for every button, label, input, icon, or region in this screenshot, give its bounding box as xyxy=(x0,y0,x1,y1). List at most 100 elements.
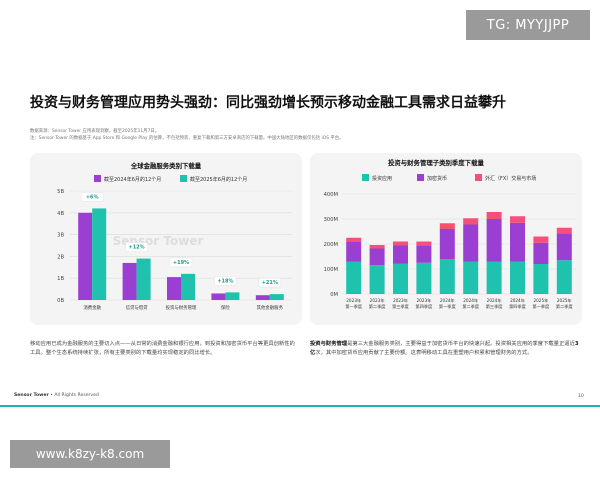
watermark-bottom: www.k8zy-k8.com xyxy=(10,440,170,468)
chart2-bar-segment xyxy=(416,241,432,246)
chart2-ytick: 300M xyxy=(324,217,338,223)
chart1-data-label-box xyxy=(125,242,148,252)
chart2-xtick-quarter: 第四季度 xyxy=(416,303,434,310)
chart1-ytick: 0B xyxy=(57,298,64,304)
chart2-bar-segment xyxy=(416,245,432,263)
chart1-ytick: 5B xyxy=(57,189,64,195)
chart-card-global-downloads: 全球金融服务类别下载量 截至2024年6月的12个月 截至2025年6月的12个月 S… xyxy=(30,153,302,325)
paragraph-right: 投资与财务管理是第三大金融服务类别，主要得益于加密货币平台的快速兴起。投资相关应… xyxy=(310,340,582,358)
chart1-bar xyxy=(255,295,270,300)
chart1-data-label: +18% xyxy=(217,278,233,284)
chart2-bar-segment xyxy=(486,219,502,262)
chart2-xtick-quarter: 第二季度 xyxy=(556,303,574,310)
chart2-legend-label: 外汇（FX）交易与市场 xyxy=(485,175,536,182)
paragraph-right-text2: 次，其中加密货币应用贡献了主要份额。这表明移动工具在重塑用户积累和管理财务的方式… xyxy=(315,350,533,356)
chart1-data-label: +21% xyxy=(262,280,278,286)
chart2-bar-segment xyxy=(556,227,572,234)
chart2-bar-segment xyxy=(463,224,479,262)
chart2-bar-segment xyxy=(439,259,455,294)
chart2-bar-segment xyxy=(533,264,549,294)
chart2-xtick-quarter: 第一季度 xyxy=(345,303,363,310)
chart2-bar-segment xyxy=(556,233,572,261)
paragraph-right-bold-lead: 投资与财务管理 xyxy=(310,341,348,347)
chart2-xtick-quarter: 第二季度 xyxy=(369,303,387,310)
chart2-xtick-year: 2024年 xyxy=(510,297,525,304)
page-title: 投资与财务管理应用势头强劲：同比强劲增长预示移动金融工具需求日益攀升 xyxy=(30,95,506,111)
chart2-bar-segment xyxy=(510,261,525,294)
chart2-bar-segment xyxy=(439,229,455,259)
chart2-xtick-year: 2025年 xyxy=(557,297,572,304)
chart2-title: 投资与财务管理子类别季度下载量 xyxy=(388,158,484,167)
chart1-xtick: 保险 xyxy=(221,304,230,311)
chart2-bar-segment xyxy=(369,245,385,249)
chart-card-quarterly-downloads: 投资与财务管理子类别季度下载量 投资应用 加密货币 外汇（FX）交易与市场 0M 100M… xyxy=(310,153,582,325)
chart1-legend-swatch xyxy=(180,175,187,182)
chart2-bar-segment xyxy=(439,223,455,229)
chart2-bar-segment xyxy=(486,261,502,294)
chart2-ytick: 200M xyxy=(324,242,338,248)
chart2-bar-segment xyxy=(393,241,408,246)
paragraph-right-bold-mid: 3亿 xyxy=(310,341,579,356)
chart2-bar-segment xyxy=(393,263,408,294)
chart2-ytick: 400M xyxy=(324,192,338,198)
source-note-line2: 注：Sensor Tower 的数据基于 App Store 和 Google … xyxy=(30,136,344,141)
chart2-legend-swatch xyxy=(362,174,369,181)
chart2-bar-segment xyxy=(533,242,549,264)
chart1-legend-label: 截至2025年6月的12个月 xyxy=(190,176,247,183)
chart1-ytick: 1B xyxy=(57,276,64,282)
page-number: 10 xyxy=(578,394,584,399)
chart1-bar xyxy=(122,262,137,300)
chart2-legend-swatch xyxy=(475,174,482,181)
chart2-legend-label: 加密货币 xyxy=(427,175,447,182)
chart1-xtick: 其他金融服务 xyxy=(257,304,284,311)
chart1-xtick: 消费金融 xyxy=(83,304,101,311)
chart2-bar-segment xyxy=(556,260,572,294)
chart1-bar xyxy=(78,212,93,300)
chart2-xtick-year: 2023年 xyxy=(346,297,361,304)
chart2-bar-segment xyxy=(463,218,479,225)
footer-rights: • All Rights Reserved xyxy=(50,393,99,398)
chart1-data-label: +12% xyxy=(129,245,145,251)
chart2-xtick-year: 2024年 xyxy=(463,297,478,304)
chart1-title: 全球金融服务类别下载量 xyxy=(130,161,202,170)
paragraph-right-text1: 是第三大金融服务类别，主要得益于加密货币平台的快速兴起。投资相关应用的季度下载量… xyxy=(347,341,575,347)
chart2-xtick-quarter: 第一季度 xyxy=(439,303,457,310)
paragraph-left: 移动应用已成为金融服务的主要切入点——从日常的消费金融和银行应用，到投资和加密货… xyxy=(30,341,295,356)
chart2-ytick: 0M xyxy=(330,292,338,298)
chart2-xtick-quarter: 第二季度 xyxy=(462,303,480,310)
chart2-xtick-quarter: 第三季度 xyxy=(486,303,504,310)
footer-rule xyxy=(0,405,600,407)
chart1-ytick: 3B xyxy=(57,233,64,239)
chart2-xtick-year: 2023年 xyxy=(393,297,408,304)
chart1-xtick: 信贷与借贷 xyxy=(126,304,149,311)
chart2-bar-segment xyxy=(369,265,385,294)
chart1-data-label-box xyxy=(214,276,237,286)
chart2-bar-segment xyxy=(346,237,362,242)
chart1-legend-label: 截至2024年6月的12个月 xyxy=(104,176,161,183)
source-note-line1: 数据来源：Sensor Tower 应用表现洞察，截至2025年11月7日。 xyxy=(30,129,160,134)
chart2-bar-segment xyxy=(346,242,362,262)
chart2-xtick-year: 2024年 xyxy=(487,297,502,304)
chart1-bar xyxy=(225,292,240,300)
chart2-xtick-year: 2025年 xyxy=(533,297,548,304)
chart1-bar xyxy=(167,277,181,300)
chart1-data-label: +19% xyxy=(173,260,189,266)
chart2-xtick-year: 2024年 xyxy=(440,297,455,304)
chart2-bar-segment xyxy=(416,262,432,294)
chart1-bar xyxy=(211,293,226,300)
chart1-data-label-box xyxy=(80,192,104,202)
chart1-ytick: 2B xyxy=(57,254,64,260)
chart1-data-label-box xyxy=(169,257,193,268)
chart1-bar xyxy=(136,258,151,300)
chart2-xtick-quarter: 第三季度 xyxy=(392,303,410,310)
chart2-legend-label: 投资应用 xyxy=(372,175,392,182)
chart1-bar xyxy=(92,208,107,300)
chart2-bar-segment xyxy=(486,212,502,219)
chart2-bar-segment xyxy=(533,236,549,243)
chart2-xtick-year: 2023年 xyxy=(370,297,385,304)
chart2-bar-segment xyxy=(369,248,385,266)
chart2-bar-segment xyxy=(393,245,408,264)
